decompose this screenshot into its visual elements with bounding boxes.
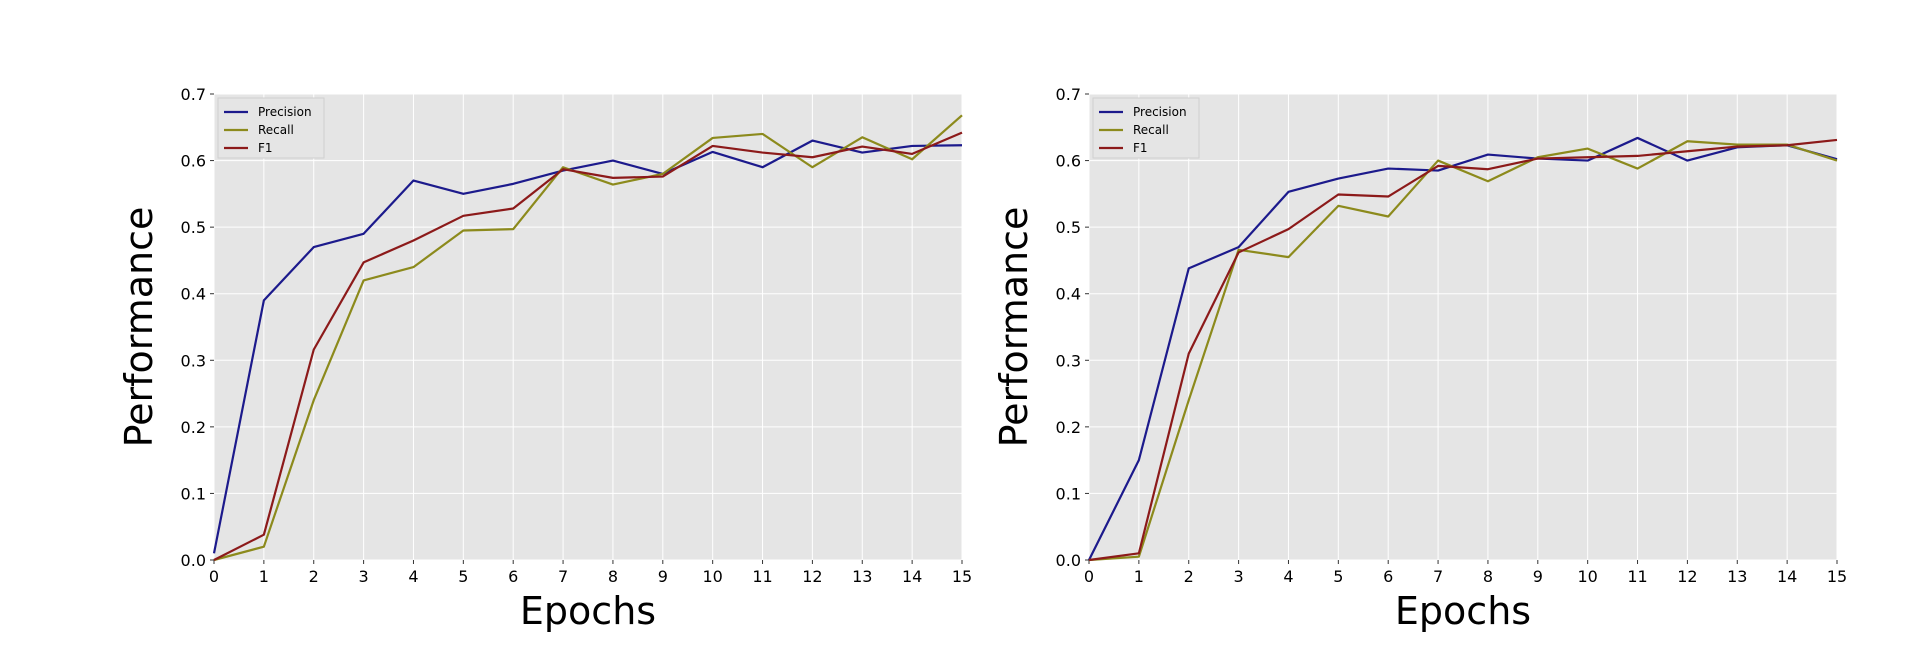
legend-label: F1 — [1133, 141, 1148, 155]
x-tick-label: 8 — [1483, 567, 1493, 586]
x-tick-label: 15 — [952, 567, 972, 586]
legend-label: Precision — [1133, 105, 1187, 119]
x-tick-label: 0 — [1084, 567, 1094, 586]
series-line-f1 — [1088, 138, 1838, 562]
x-tick-label: 6 — [1383, 567, 1393, 586]
y-axis-title: Performance — [992, 207, 1036, 448]
x-tick-label: 0 — [209, 567, 219, 586]
y-tick-label: 0.6 — [181, 152, 206, 171]
x-tick-label: 8 — [608, 567, 618, 586]
y-tick-label: 0.3 — [1056, 351, 1081, 370]
y-tick-label: 0.0 — [181, 551, 206, 570]
x-tick-label: 3 — [359, 567, 369, 586]
y-tick-label: 0.5 — [1056, 218, 1081, 237]
legend-label: Recall — [1133, 123, 1169, 137]
y-tick-label: 0.7 — [1056, 85, 1081, 104]
x-tick-label: 4 — [1283, 567, 1293, 586]
x-tick-label: 2 — [1184, 567, 1194, 586]
x-tick-label: 9 — [658, 567, 668, 586]
x-tick-label: 11 — [1627, 567, 1647, 586]
x-tick-label: 3 — [1234, 567, 1244, 586]
legend-label: Precision — [258, 105, 312, 119]
legend-label: F1 — [258, 141, 273, 155]
x-axis-title: Epochs — [1395, 589, 1531, 633]
x-tick-label: 9 — [1533, 567, 1543, 586]
y-tick-label: 0.4 — [1056, 285, 1081, 304]
series-line-precision — [1088, 136, 1838, 561]
x-tick-label: 13 — [852, 567, 872, 586]
x-tick-label: 15 — [1827, 567, 1847, 586]
x-tick-label: 14 — [1777, 567, 1797, 586]
y-tick-label: 0.3 — [181, 351, 206, 370]
x-axis-title: Epochs — [520, 589, 656, 633]
x-tick-label: 1 — [1134, 567, 1144, 586]
x-tick-label: 11 — [752, 567, 772, 586]
legend-label: Recall — [258, 123, 294, 137]
x-tick-label: 10 — [1577, 567, 1597, 586]
x-tick-label: 2 — [309, 567, 319, 586]
legend: Precision Recall F1 — [1092, 97, 1200, 159]
x-tick-label: 6 — [508, 567, 518, 586]
legend-box — [1092, 97, 1200, 159]
x-tick-label: 12 — [802, 567, 822, 586]
y-axis-title: Performance — [117, 207, 161, 448]
x-tick-label: 4 — [408, 567, 418, 586]
x-tick-label: 12 — [1677, 567, 1697, 586]
y-tick-label: 0.6 — [1056, 152, 1081, 171]
series-line-recall — [1088, 140, 1838, 562]
x-tick-label: 5 — [1333, 567, 1343, 586]
chart-2: 0 1 2 3 4 5 6 7 8 9 10 11 12 13 14 150.00.10.20.30.40.5… — [992, 85, 1847, 633]
plot-area — [214, 94, 962, 560]
x-tick-label: 1 — [259, 567, 269, 586]
x-tick-label: 10 — [702, 567, 722, 586]
x-tick-label: 14 — [902, 567, 922, 586]
y-tick-label: 0.1 — [181, 484, 206, 503]
y-tick-label: 0.0 — [1056, 551, 1081, 570]
y-tick-label: 0.7 — [181, 85, 206, 104]
chart-1: 0 1 2 3 4 5 6 7 8 9 10 11 12 13 14 150.00.10.20.30.40.5… — [117, 85, 972, 633]
x-tick-label: 7 — [558, 567, 568, 586]
x-tick-label: 13 — [1727, 567, 1747, 586]
x-tick-label: 7 — [1433, 567, 1443, 586]
y-tick-label: 0.1 — [1056, 484, 1081, 503]
y-tick-label: 0.4 — [181, 285, 206, 304]
y-tick-label: 0.5 — [181, 218, 206, 237]
x-tick-label: 5 — [458, 567, 468, 586]
series-line-precision — [212, 139, 963, 554]
series-line-f1 — [213, 131, 963, 561]
legend: Precision Recall F1 — [217, 97, 325, 159]
y-tick-label: 0.2 — [1056, 418, 1081, 437]
y-tick-label: 0.2 — [181, 418, 206, 437]
